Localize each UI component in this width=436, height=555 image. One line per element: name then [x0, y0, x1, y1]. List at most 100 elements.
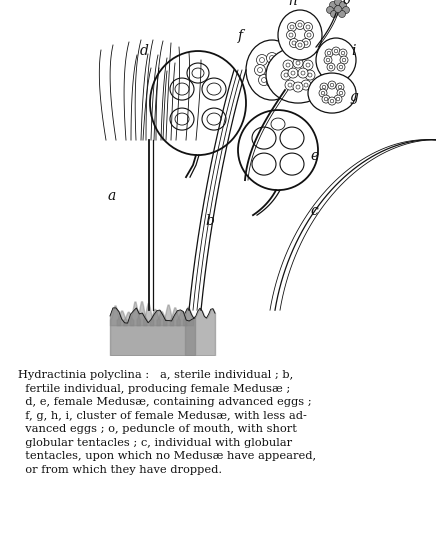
- Ellipse shape: [278, 10, 322, 60]
- Ellipse shape: [271, 118, 285, 130]
- Ellipse shape: [187, 63, 209, 83]
- Circle shape: [288, 83, 292, 87]
- Circle shape: [266, 53, 277, 63]
- Text: g: g: [350, 90, 359, 104]
- Circle shape: [279, 58, 285, 63]
- Circle shape: [306, 25, 310, 29]
- Circle shape: [298, 23, 302, 27]
- Text: fertile individual, producing female Medusæ ;: fertile individual, producing female Med…: [18, 384, 290, 393]
- Circle shape: [279, 64, 290, 75]
- Ellipse shape: [280, 153, 304, 175]
- Circle shape: [302, 38, 310, 48]
- Circle shape: [324, 97, 328, 101]
- Ellipse shape: [170, 78, 194, 100]
- Circle shape: [334, 95, 342, 103]
- Circle shape: [304, 31, 313, 39]
- Text: o: o: [342, 0, 350, 7]
- Ellipse shape: [192, 68, 204, 78]
- Circle shape: [298, 68, 308, 78]
- Circle shape: [330, 83, 334, 87]
- Circle shape: [269, 79, 275, 84]
- Circle shape: [337, 63, 345, 71]
- Circle shape: [330, 11, 337, 18]
- Text: b: b: [205, 214, 214, 228]
- Circle shape: [238, 110, 318, 190]
- Circle shape: [337, 89, 345, 97]
- Circle shape: [296, 21, 304, 29]
- Circle shape: [340, 2, 347, 8]
- Circle shape: [327, 7, 334, 13]
- Circle shape: [307, 33, 311, 37]
- Circle shape: [336, 97, 340, 101]
- Circle shape: [338, 11, 345, 18]
- Text: Hydractinia polyclina :   a, sterile individual ; b,: Hydractinia polyclina : a, sterile indiv…: [18, 370, 293, 380]
- Text: vanced eggs ; o, peduncle of mouth, with short: vanced eggs ; o, peduncle of mouth, with…: [18, 424, 297, 434]
- Circle shape: [269, 56, 275, 60]
- Circle shape: [259, 58, 265, 63]
- Circle shape: [303, 60, 313, 70]
- Text: d: d: [140, 44, 149, 58]
- Circle shape: [336, 83, 344, 91]
- Circle shape: [255, 64, 266, 75]
- Circle shape: [330, 2, 337, 8]
- Circle shape: [327, 51, 331, 55]
- Ellipse shape: [280, 127, 304, 149]
- Text: f: f: [238, 29, 243, 43]
- Ellipse shape: [252, 127, 276, 149]
- Circle shape: [308, 73, 312, 77]
- Circle shape: [289, 33, 293, 37]
- Ellipse shape: [207, 83, 221, 95]
- Circle shape: [329, 65, 333, 69]
- Circle shape: [293, 82, 303, 92]
- Circle shape: [259, 74, 269, 85]
- Ellipse shape: [266, 47, 330, 103]
- Circle shape: [290, 25, 294, 29]
- Circle shape: [342, 58, 346, 62]
- Circle shape: [320, 83, 328, 91]
- Circle shape: [287, 23, 296, 32]
- Circle shape: [322, 95, 330, 103]
- Circle shape: [288, 68, 298, 78]
- Circle shape: [324, 56, 332, 64]
- Text: c: c: [310, 204, 318, 218]
- Circle shape: [277, 78, 283, 83]
- Ellipse shape: [246, 40, 298, 100]
- Circle shape: [291, 71, 295, 75]
- Circle shape: [262, 78, 266, 83]
- Circle shape: [328, 81, 336, 89]
- Circle shape: [276, 54, 287, 65]
- Ellipse shape: [150, 51, 246, 155]
- Circle shape: [339, 49, 347, 57]
- Circle shape: [296, 61, 300, 65]
- Ellipse shape: [308, 73, 356, 113]
- Circle shape: [284, 73, 288, 77]
- Circle shape: [327, 63, 335, 71]
- Circle shape: [334, 0, 341, 6]
- Circle shape: [298, 43, 302, 47]
- Ellipse shape: [170, 108, 194, 130]
- Ellipse shape: [202, 78, 226, 100]
- Circle shape: [339, 91, 343, 95]
- Circle shape: [319, 89, 327, 97]
- Circle shape: [290, 38, 299, 48]
- Circle shape: [275, 74, 286, 85]
- Circle shape: [338, 85, 342, 89]
- Circle shape: [285, 80, 295, 90]
- Circle shape: [322, 85, 326, 89]
- Ellipse shape: [207, 113, 221, 125]
- Circle shape: [304, 83, 308, 87]
- Ellipse shape: [202, 108, 226, 130]
- Circle shape: [304, 41, 308, 45]
- Circle shape: [334, 6, 341, 13]
- Circle shape: [343, 7, 350, 13]
- Circle shape: [330, 99, 334, 103]
- Circle shape: [281, 70, 291, 80]
- Circle shape: [296, 41, 304, 49]
- Circle shape: [328, 97, 336, 105]
- Text: i: i: [351, 44, 355, 58]
- Circle shape: [286, 31, 296, 39]
- Text: a: a: [108, 189, 116, 203]
- Circle shape: [283, 60, 293, 70]
- Circle shape: [286, 63, 290, 67]
- Circle shape: [321, 91, 325, 95]
